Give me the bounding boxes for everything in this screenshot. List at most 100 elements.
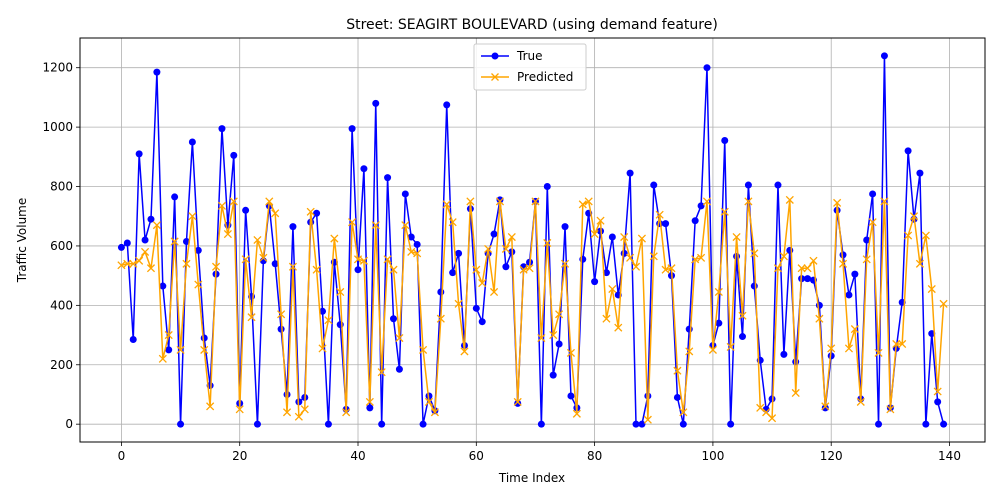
data-point-predicted <box>466 197 475 206</box>
data-point-true <box>804 275 812 283</box>
data-point-predicted <box>815 314 824 323</box>
data-point-predicted <box>803 264 812 273</box>
series-true <box>117 52 948 428</box>
data-point-true <box>413 240 421 248</box>
data-point-predicted <box>282 408 292 417</box>
chart-title: Street: SEAGIRT BOULEVARD (using demand … <box>346 17 718 33</box>
y-tick-label: 600 <box>50 239 73 253</box>
data-point-true <box>129 336 137 344</box>
legend: True Predicted <box>473 43 587 91</box>
data-point-predicted <box>626 253 635 262</box>
data-point-true <box>354 266 362 274</box>
y-tick-label: 400 <box>50 298 73 312</box>
data-point-predicted <box>738 311 747 320</box>
data-point-predicted <box>342 408 351 417</box>
data-point-true <box>673 393 681 401</box>
data-point-predicted <box>767 414 777 423</box>
data-point-predicted <box>809 256 818 265</box>
data-point-predicted <box>833 198 842 207</box>
data-point-true <box>650 181 658 189</box>
data-point-true <box>821 404 829 412</box>
data-point-predicted <box>348 218 357 227</box>
data-point-true <box>744 181 752 189</box>
legend-true-label: True <box>516 49 543 63</box>
data-point-true <box>733 252 741 260</box>
data-point-predicted <box>419 345 428 354</box>
data-point-true <box>319 307 327 315</box>
data-point-predicted <box>525 264 534 273</box>
data-point-predicted <box>436 314 445 323</box>
data-point-true <box>165 346 173 354</box>
data-point-predicted <box>365 397 374 406</box>
data-point-true <box>123 239 131 247</box>
data-point-predicted <box>909 212 919 221</box>
data-point-predicted <box>685 347 694 356</box>
data-point-predicted <box>531 197 540 206</box>
data-point-true <box>721 136 729 144</box>
data-point-predicted <box>868 218 877 227</box>
x-tick-label: 140 <box>938 449 961 463</box>
data-point-predicted <box>560 259 570 268</box>
data-point-predicted <box>300 405 309 414</box>
data-point-predicted <box>324 316 333 325</box>
data-point-predicted <box>235 405 244 414</box>
data-point-true <box>549 371 557 379</box>
data-point-predicted <box>359 256 368 265</box>
data-point-predicted <box>661 265 670 274</box>
data-point-predicted <box>211 262 221 271</box>
data-point-predicted <box>744 197 753 206</box>
data-point-predicted <box>430 408 439 417</box>
data-point-predicted <box>330 234 339 243</box>
data-point-true <box>691 217 699 225</box>
data-point-true <box>626 169 634 177</box>
data-point-true <box>360 165 368 173</box>
data-point-true <box>449 269 457 277</box>
data-point-predicted <box>277 310 286 319</box>
data-point-true <box>472 304 480 312</box>
data-point-predicted <box>939 299 948 308</box>
data-point-predicted <box>566 348 576 357</box>
x-tick-label: 100 <box>701 449 724 463</box>
data-point-predicted <box>448 218 457 227</box>
data-point-predicted <box>667 264 676 273</box>
data-point-true <box>644 392 652 400</box>
data-point-predicted <box>572 409 581 418</box>
data-point-true <box>543 183 551 191</box>
data-point-predicted <box>135 256 144 265</box>
data-point-predicted <box>838 259 848 268</box>
data-point-predicted <box>584 197 593 206</box>
data-point-predicted <box>217 201 227 210</box>
data-point-predicted <box>915 259 924 268</box>
data-point-predicted <box>223 229 232 239</box>
data-point-predicted <box>507 232 516 242</box>
data-point-true <box>177 420 185 428</box>
data-point-true <box>324 420 332 428</box>
data-point-predicted <box>206 402 215 411</box>
data-point-predicted <box>519 265 528 274</box>
data-point-true <box>727 420 735 428</box>
data-point-predicted <box>732 232 741 242</box>
data-point-true <box>159 282 167 290</box>
data-point-predicted <box>673 366 682 375</box>
data-point-predicted <box>265 197 274 206</box>
data-point-true <box>934 398 942 406</box>
data-point-true <box>632 420 640 428</box>
data-point-true <box>171 193 179 201</box>
data-point-predicted <box>702 197 712 206</box>
data-point-true <box>715 319 723 327</box>
data-point-true <box>443 101 451 109</box>
data-point-predicted <box>620 232 629 242</box>
data-point-predicted <box>785 195 794 204</box>
data-point-true <box>792 358 800 366</box>
data-point-true <box>940 420 948 428</box>
series-line-predicted <box>121 199 945 421</box>
data-point-predicted <box>407 247 416 256</box>
data-point-predicted <box>821 402 830 411</box>
data-point-predicted <box>460 347 469 356</box>
data-point-predicted <box>791 388 800 398</box>
data-point-predicted <box>484 244 493 253</box>
data-point-predicted <box>779 252 788 261</box>
data-point-true <box>478 318 486 326</box>
data-point-true <box>561 223 569 231</box>
